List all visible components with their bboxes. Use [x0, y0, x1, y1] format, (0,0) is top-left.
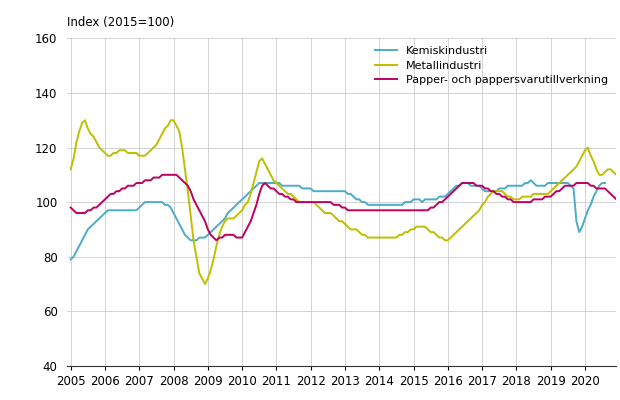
Line: Papper- och pappersvarutillverkning: Papper- och pappersvarutillverkning	[71, 175, 620, 254]
Metallindustri	[376, 235, 383, 240]
Kemiskindustri	[230, 205, 237, 210]
Papper- och pappersvarutillverkning	[498, 194, 506, 199]
Papper- och pappersvarutillverkning	[373, 208, 380, 213]
Metallindustri	[67, 167, 74, 172]
Kemiskindustri	[601, 181, 609, 186]
Metallindustri	[202, 282, 209, 286]
Metallindustri	[364, 235, 371, 240]
Metallindustri	[501, 192, 508, 196]
Kemiskindustri	[244, 192, 252, 196]
Metallindustri	[81, 118, 89, 123]
Papper- och pappersvarutillverkning	[224, 232, 231, 237]
Kemiskindustri	[261, 181, 268, 186]
Metallindustri	[227, 216, 234, 221]
Line: Kemiskindustri: Kemiskindustri	[71, 180, 605, 260]
Papper- och pappersvarutillverkning	[167, 172, 174, 177]
Papper- och pappersvarutillverkning	[130, 183, 137, 188]
Kemiskindustri	[527, 178, 534, 183]
Legend: Kemiskindustri, Metallindustri, Papper- och pappersvarutillverkning: Kemiskindustri, Metallindustri, Papper- …	[370, 42, 613, 90]
Metallindustri	[133, 150, 140, 155]
Kemiskindustri	[122, 208, 129, 213]
Papper- och pappersvarutillverkning	[158, 172, 166, 177]
Papper- och pappersvarutillverkning	[67, 205, 74, 210]
Papper- och pappersvarutillverkning	[361, 208, 369, 213]
Text: Index (2015=100): Index (2015=100)	[67, 16, 174, 28]
Metallindustri	[167, 118, 174, 123]
Kemiskindustri	[70, 254, 78, 259]
Kemiskindustri	[587, 202, 595, 207]
Kemiskindustri	[67, 257, 74, 262]
Line: Metallindustri: Metallindustri	[71, 120, 620, 284]
